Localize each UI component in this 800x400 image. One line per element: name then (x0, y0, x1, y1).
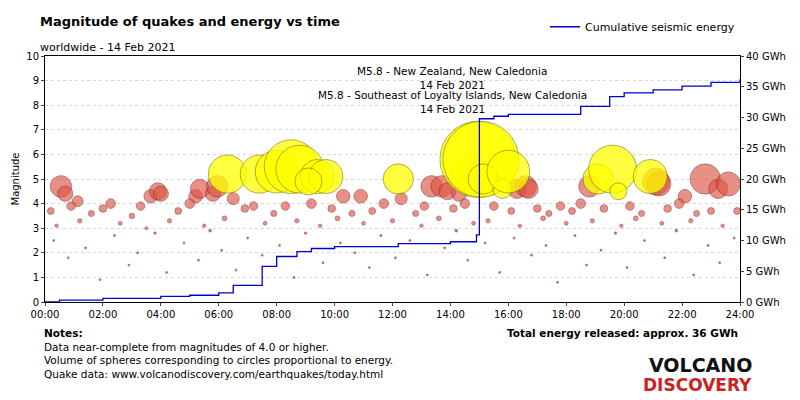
svg-text:Notes:Data near-complete from: Notes:Data near-complete from magnitudes… (44, 327, 393, 380)
svg-text:4: 4 (33, 198, 39, 209)
svg-text:24:00: 24:00 (726, 309, 755, 320)
svg-text:10 GWh: 10 GWh (746, 235, 786, 246)
svg-text:DISCOVERY: DISCOVERY (643, 375, 752, 395)
svg-text:8: 8 (33, 100, 39, 111)
svg-text:9: 9 (33, 75, 39, 86)
svg-text:40 GWh: 40 GWh (746, 51, 786, 62)
svg-text:08:00: 08:00 (262, 309, 291, 320)
svg-text:10:00: 10:00 (320, 309, 349, 320)
svg-text:3: 3 (33, 223, 39, 234)
svg-text:0: 0 (33, 297, 39, 308)
svg-text:1: 1 (33, 272, 39, 283)
svg-text:16:00: 16:00 (494, 309, 523, 320)
svg-text:7: 7 (33, 124, 39, 135)
svg-text:worldwide - 14 Feb 2021: worldwide - 14 Feb 2021 (40, 41, 176, 54)
svg-text:15 GWh: 15 GWh (746, 204, 786, 215)
svg-text:Magnitude: Magnitude (10, 153, 21, 206)
svg-text:10: 10 (26, 51, 39, 62)
svg-text:0 GWh: 0 GWh (746, 297, 780, 308)
svg-text:20 GWh: 20 GWh (746, 174, 786, 185)
svg-text:20:00: 20:00 (610, 309, 639, 320)
svg-text:00:00: 00:00 (31, 309, 60, 320)
svg-text:02:00: 02:00 (89, 309, 118, 320)
svg-text:M5.8 - Southeast of Loyalty Is: M5.8 - Southeast of Loyalty Islands, New… (318, 89, 587, 115)
svg-text:2: 2 (33, 247, 39, 258)
svg-text:M5.8 - New Zealand, New Caledo: M5.8 - New Zealand, New Caledonia14 Feb … (357, 65, 547, 91)
svg-text:22:00: 22:00 (668, 309, 697, 320)
svg-text:25 GWh: 25 GWh (746, 143, 786, 154)
svg-text:06:00: 06:00 (204, 309, 233, 320)
svg-text:Magnitude of quakes and energy: Magnitude of quakes and energy vs time (40, 14, 340, 29)
svg-text:Cumulative seismic energy: Cumulative seismic energy (585, 21, 735, 34)
svg-text:12:00: 12:00 (378, 309, 407, 320)
svg-text:5 GWh: 5 GWh (746, 266, 780, 277)
svg-text:04:00: 04:00 (146, 309, 175, 320)
svg-text:35 GWh: 35 GWh (746, 81, 786, 92)
svg-text:18:00: 18:00 (552, 309, 581, 320)
svg-text:Total energy released: approx.: Total energy released: approx. 36 GWh (507, 327, 738, 339)
svg-text:6: 6 (33, 149, 39, 160)
svg-text:5: 5 (33, 174, 39, 185)
svg-text:VOLCANO: VOLCANO (649, 354, 752, 376)
svg-text:14:00: 14:00 (436, 309, 465, 320)
svg-text:30 GWh: 30 GWh (746, 112, 786, 123)
